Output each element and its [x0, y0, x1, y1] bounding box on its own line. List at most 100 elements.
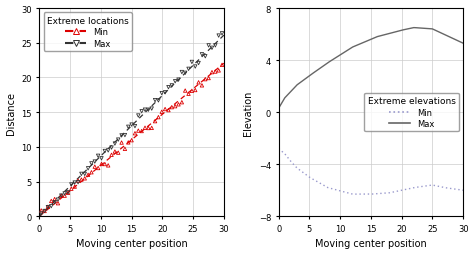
Point [175, 103, 182, 107]
Point [51, 200, 58, 204]
Y-axis label: Distance: Distance [6, 91, 16, 134]
Point [78, 172, 85, 176]
Point [108, 153, 115, 157]
Point [114, 151, 122, 155]
Point [198, 84, 206, 88]
Point [185, 68, 192, 72]
Point [61, 192, 68, 196]
Point [208, 71, 216, 75]
Legend: Min, Max: Min, Max [44, 13, 132, 52]
Point [84, 167, 92, 171]
Point [218, 64, 226, 68]
Point [68, 183, 75, 187]
Point [211, 70, 219, 74]
Point [141, 108, 149, 112]
Point [44, 205, 52, 209]
Point [64, 190, 72, 195]
Point [71, 185, 79, 189]
Point [195, 81, 202, 85]
Point [188, 89, 196, 93]
Point [188, 61, 196, 65]
Point [178, 101, 186, 105]
Point [121, 147, 129, 151]
Point [74, 181, 82, 185]
Point [158, 92, 165, 96]
Point [125, 141, 132, 145]
Point [57, 194, 65, 198]
Point [211, 44, 219, 48]
Point [54, 201, 62, 205]
Point [151, 99, 159, 103]
Point [47, 204, 55, 208]
Point [148, 126, 155, 130]
X-axis label: Moving center position: Moving center position [315, 239, 427, 248]
Point [145, 126, 152, 131]
Point [71, 181, 79, 185]
Point [201, 78, 209, 82]
Point [215, 69, 222, 73]
Point [215, 34, 222, 38]
Point [57, 194, 65, 198]
Point [191, 65, 199, 69]
Point [131, 132, 139, 136]
Point [101, 149, 109, 153]
Point [41, 209, 48, 213]
Point [191, 89, 199, 93]
Point [151, 120, 159, 124]
Point [158, 110, 165, 114]
Point [84, 173, 92, 177]
Point [91, 160, 99, 164]
Point [98, 157, 105, 161]
Point [104, 164, 112, 168]
Point [94, 166, 102, 170]
Point [145, 108, 152, 112]
Point [111, 150, 118, 154]
Point [128, 139, 136, 143]
Point [88, 170, 95, 174]
Y-axis label: Elevation: Elevation [243, 90, 253, 135]
Point [161, 108, 169, 112]
Point [81, 172, 89, 176]
Point [74, 179, 82, 183]
Point [88, 162, 95, 166]
Point [155, 99, 162, 103]
Point [185, 92, 192, 97]
Point [118, 141, 125, 145]
Point [175, 78, 182, 82]
Point [91, 165, 99, 169]
Point [78, 178, 85, 182]
Point [104, 149, 112, 153]
Point [135, 114, 142, 118]
Point [168, 84, 175, 88]
Point [61, 194, 68, 198]
Point [155, 116, 162, 120]
Point [94, 154, 102, 158]
Point [125, 125, 132, 129]
Point [135, 129, 142, 133]
Point [172, 80, 179, 84]
Point [208, 46, 216, 51]
Point [205, 77, 212, 81]
Point [101, 162, 109, 166]
Point [178, 71, 186, 75]
Point [182, 71, 189, 75]
Point [172, 105, 179, 109]
Point [108, 146, 115, 150]
Point [138, 130, 146, 134]
Point [161, 91, 169, 95]
Point [195, 62, 202, 66]
Point [118, 134, 125, 138]
Point [54, 198, 62, 202]
Point [121, 134, 129, 138]
Point [205, 44, 212, 48]
Point [81, 177, 89, 181]
Point [141, 126, 149, 130]
X-axis label: Moving center position: Moving center position [76, 239, 188, 248]
Point [182, 89, 189, 93]
Point [198, 53, 206, 57]
Point [218, 32, 226, 36]
Point [148, 107, 155, 111]
Point [37, 209, 45, 213]
Point [128, 123, 136, 127]
Point [64, 191, 72, 195]
